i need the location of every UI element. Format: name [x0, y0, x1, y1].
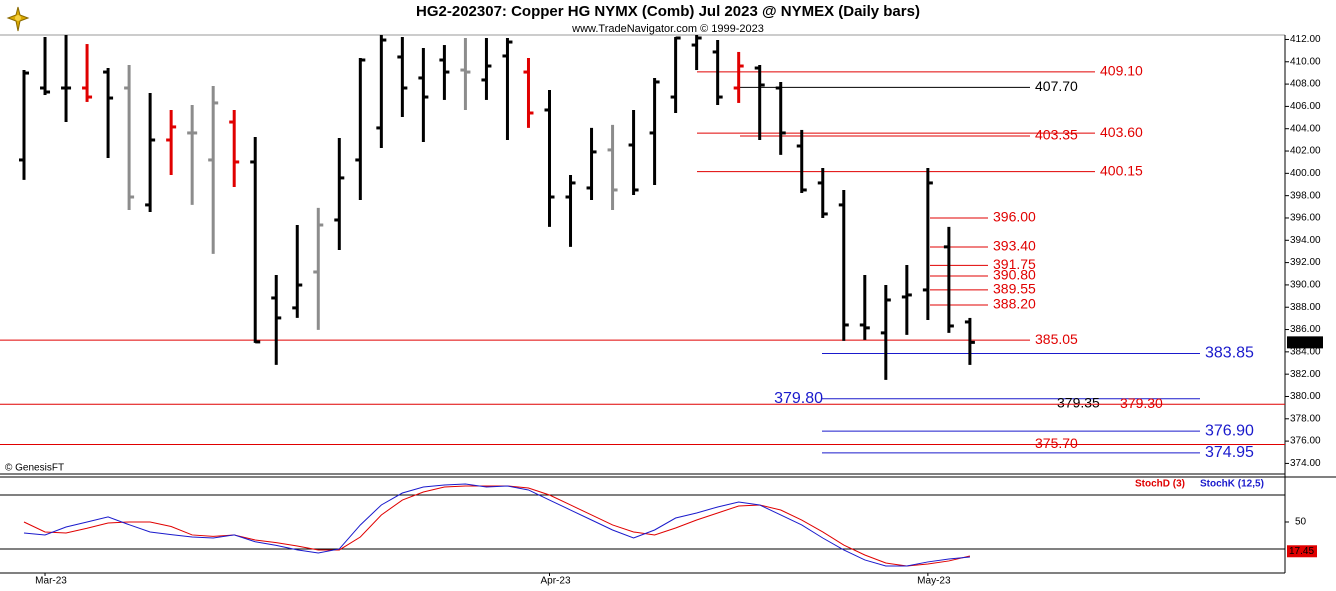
level-label: 374.95 [1205, 444, 1254, 461]
y-tick-label: 394.00 [1290, 235, 1321, 246]
level-label: 391.75 [993, 256, 1036, 272]
y-tick-label: 404.00 [1290, 123, 1321, 134]
level-label: 409.10 [1100, 63, 1143, 79]
level-label: 385.05 [1035, 331, 1078, 347]
legend-entry: StochK (12,5) [1200, 479, 1264, 490]
chart-subtitle: www.TradeNavigator.com © 1999-2023 [571, 23, 764, 35]
level-label: 400.15 [1100, 162, 1143, 178]
y-tick-label: 376.00 [1290, 436, 1321, 447]
level-label: 379.30 [1120, 395, 1163, 411]
stoch-line [23, 483, 970, 567]
y-tick-label: 412.00 [1290, 34, 1321, 45]
logo [6, 6, 30, 32]
level-label: 383.85 [1205, 345, 1254, 362]
y-tick-label: 386.00 [1290, 324, 1321, 335]
level-label: 396.00 [993, 209, 1036, 225]
x-tick-label: Apr-23 [540, 576, 570, 587]
y-tick-label: 374.00 [1290, 458, 1321, 469]
level-label: 379.80 [774, 390, 823, 407]
source: © GenesisFT [5, 463, 64, 474]
last-value-label: 17.45 [1289, 546, 1314, 557]
y-tick-label: 382.00 [1290, 369, 1321, 380]
y-tick-label: 406.00 [1290, 101, 1321, 112]
level-label: 376.90 [1205, 422, 1254, 439]
level-label: 375.70 [1035, 435, 1078, 451]
level-label: 389.55 [993, 281, 1036, 297]
y-tick-label: 50 [1295, 517, 1307, 528]
x-tick-label: May-23 [917, 576, 951, 587]
y-tick-label: 408.00 [1290, 79, 1321, 90]
y-tick-label: 390.00 [1290, 280, 1321, 291]
level-label: 393.40 [993, 238, 1036, 254]
level-label: 407.70 [1035, 78, 1078, 94]
y-tick-label: 380.00 [1290, 391, 1321, 402]
level-label: 379.35 [1057, 394, 1100, 410]
level-label: 403.60 [1100, 124, 1143, 140]
level-label: 388.20 [993, 296, 1036, 312]
y-tick-label: 398.00 [1290, 190, 1321, 201]
y-tick-label: 392.00 [1290, 257, 1321, 268]
chart-title: HG2-202307: Copper HG NYMX (Comb) Jul 20… [416, 3, 920, 20]
y-tick-label: 400.00 [1290, 168, 1321, 179]
last-price-box [1287, 336, 1323, 349]
y-tick-label: 388.00 [1290, 302, 1321, 313]
y-tick-label: 402.00 [1290, 146, 1321, 157]
last-price-label: 384.85 [1289, 337, 1320, 348]
y-tick-label: 384.00 [1290, 346, 1321, 357]
last-value-box [1287, 545, 1317, 558]
x-tick-label: Mar-23 [35, 576, 67, 587]
level-label: 390.80 [993, 267, 1036, 283]
y-tick-label: 396.00 [1290, 213, 1321, 224]
y-tick-label: 378.00 [1290, 413, 1321, 424]
legend-entry: StochD (3) [1135, 479, 1185, 490]
level-label: 403.35 [1035, 127, 1078, 143]
y-tick-label: 410.00 [1290, 56, 1321, 67]
